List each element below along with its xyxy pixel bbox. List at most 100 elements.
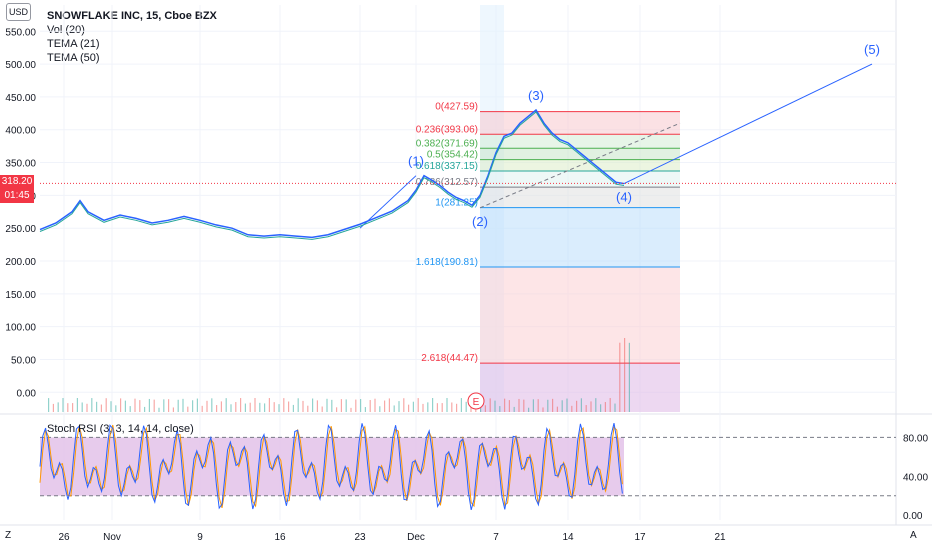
volume-bar: [91, 398, 93, 412]
fib-level-label: 0.618(337.15): [416, 161, 478, 172]
time-axis-label: 23: [354, 532, 366, 543]
fib-level-label: 0.5(354.42): [427, 150, 478, 161]
volume-bar: [379, 406, 381, 412]
volume-bar: [345, 399, 347, 412]
volume-bar: [76, 398, 78, 412]
volume-bar: [398, 401, 400, 412]
volume-bar: [504, 398, 506, 412]
volume-bar: [523, 399, 525, 412]
volume-bar: [590, 401, 592, 412]
volume-bar: [556, 406, 558, 412]
volume-bar: [144, 406, 146, 412]
last-price-value: 318.20: [1, 176, 33, 187]
volume-bar: [432, 398, 434, 412]
fib-level-label: 1.618(190.81): [416, 257, 478, 268]
volume-bar: [374, 398, 376, 412]
time-axis-label: Nov: [103, 532, 121, 543]
volume-bar: [542, 407, 544, 412]
volume-bar: [182, 398, 184, 412]
price-line: [39, 108, 625, 239]
auto-scale-button[interactable]: A: [910, 530, 917, 541]
volume-bar: [110, 401, 112, 412]
volume-bar: [364, 407, 366, 412]
fib-zone: [480, 148, 680, 160]
stoch-rsi-d-line: [39, 424, 623, 509]
fib-level-label: 1(281.25): [435, 198, 478, 209]
volume-bar: [388, 398, 390, 412]
volume-bar: [331, 399, 333, 412]
volume-bar: [494, 400, 496, 412]
fib-zone: [480, 267, 680, 364]
tema-line: [39, 111, 625, 240]
price-axis-label: 150.00: [5, 290, 36, 301]
time-axis-label: 16: [274, 532, 286, 543]
legend-tema21[interactable]: TEMA (21): [47, 38, 100, 50]
time-axis-label: 21: [714, 532, 726, 543]
fib-zone: [480, 187, 680, 208]
volume-bar: [528, 407, 530, 412]
volume-bar: [465, 401, 467, 412]
volume-bar: [297, 398, 299, 412]
volume-bar: [163, 399, 165, 412]
volume-bar: [307, 405, 309, 412]
price-axis-label: 350.00: [5, 159, 36, 170]
price-axis-label: 550.00: [5, 27, 36, 38]
volume-bar: [302, 400, 304, 412]
chart-legend: SNOWFLAKE INC, 15, Cboe BZX Vol (20) TEM…: [47, 9, 217, 65]
volume-bar: [508, 400, 510, 412]
volume-bar: [355, 399, 357, 412]
earnings-marker: [467, 392, 485, 410]
currency-badge[interactable]: USD: [6, 3, 31, 21]
volume-bar: [292, 404, 294, 412]
fib-level-label: 0.786(312.57): [416, 177, 478, 188]
fib-zone: [480, 170, 680, 188]
fib-zone-extension: [480, 363, 680, 412]
volume-bar: [129, 406, 131, 412]
price-axis-label: 50.00: [11, 355, 36, 366]
symbol-title[interactable]: SNOWFLAKE INC, 15, Cboe BZX: [47, 10, 217, 22]
volume-bar: [249, 402, 251, 412]
volume-bar: [81, 402, 83, 412]
volume-bar: [216, 405, 218, 412]
stoch-rsi-band: [40, 437, 624, 496]
volume-bar: [566, 398, 568, 412]
volume-bar: [340, 399, 342, 412]
volume-bar: [139, 400, 141, 412]
volume-bar: [211, 398, 213, 412]
volume-bar: [134, 398, 136, 412]
price-axis-label: 250.00: [5, 224, 36, 235]
time-axis-label: 26: [58, 532, 70, 543]
volume-bar: [273, 402, 275, 412]
volume-bar: [532, 399, 534, 412]
volume-bar: [489, 398, 491, 412]
volume-bar: [369, 400, 371, 412]
fib-zone: [480, 111, 680, 135]
volume-bar: [595, 398, 597, 412]
volume-bar: [326, 398, 328, 412]
elliott-wave-label: (1): [408, 154, 424, 169]
legend-vol[interactable]: Vol (20): [47, 24, 85, 36]
timezone-button[interactable]: Z: [5, 530, 12, 541]
volume-bar: [580, 398, 582, 412]
elliott-wave-label: (2): [472, 214, 488, 229]
fib-trend-line: [479, 122, 681, 209]
volume-bar: [604, 402, 606, 412]
legend-tema50[interactable]: TEMA (50): [47, 52, 100, 64]
volume-bar: [460, 398, 462, 412]
volume-bar: [177, 399, 179, 412]
volume-bar: [168, 399, 170, 412]
volume-bar: [67, 403, 69, 412]
volume-bar: [403, 398, 405, 412]
volume-bar: [240, 398, 242, 412]
bar-countdown: 01:45: [4, 190, 30, 201]
volume-bar: [384, 400, 386, 412]
last-price-tag: 318.20 01:45: [0, 175, 34, 203]
volume-bar: [316, 400, 318, 412]
stoch-rsi-title[interactable]: Stoch RSI (3, 3, 14, 14, close): [47, 423, 194, 435]
volume-bar: [115, 405, 117, 412]
volume-bar: [614, 403, 616, 412]
volume-bar: [100, 404, 102, 412]
volume-bar: [624, 338, 626, 412]
volume-bar: [201, 405, 203, 412]
